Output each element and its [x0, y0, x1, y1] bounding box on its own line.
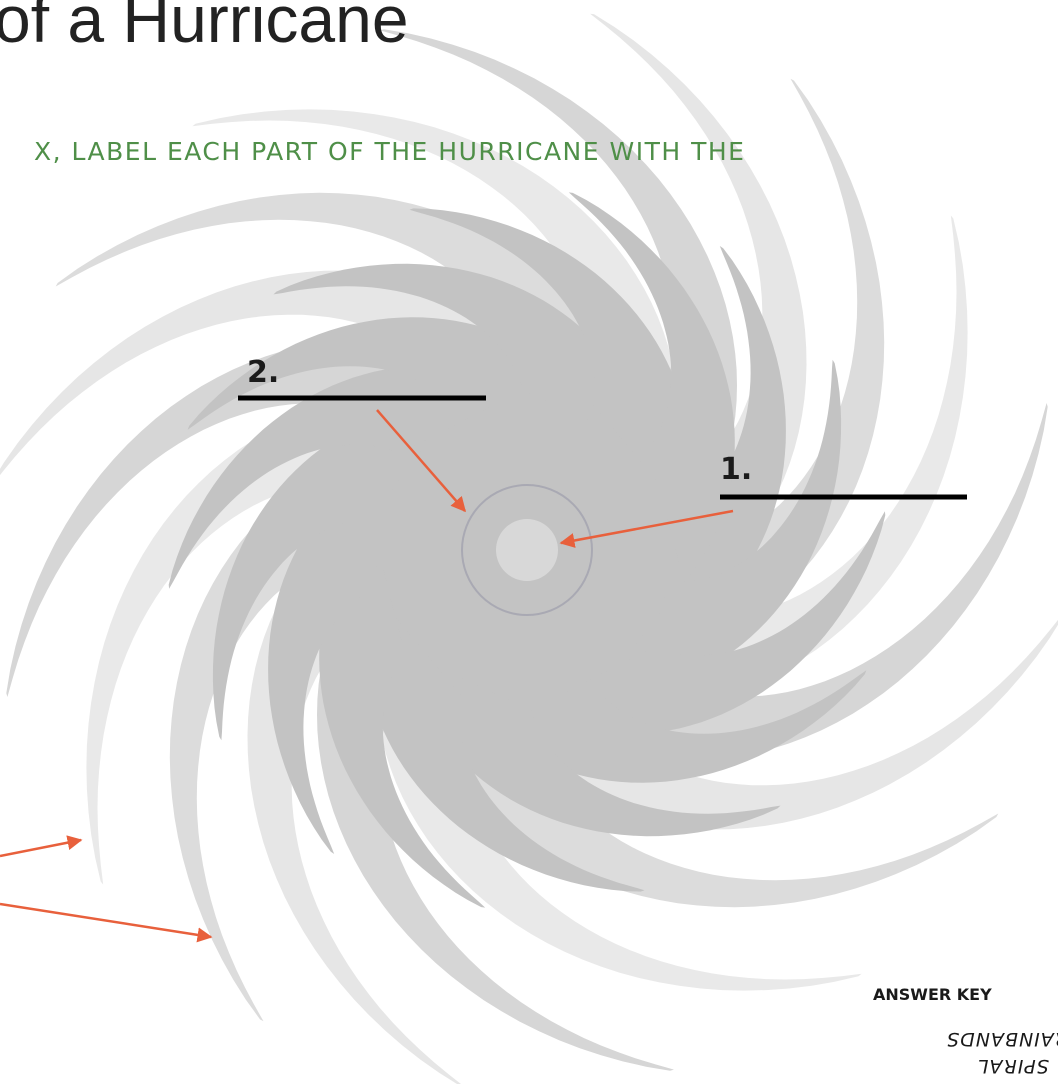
answer-key-line: RAINBANDS	[946, 1028, 1058, 1050]
title: of a Hurricane	[0, 0, 409, 56]
answer-key-line: 3. SPIRAL	[977, 1055, 1058, 1077]
eye	[496, 519, 558, 581]
worksheet: of a Hurricane X, LABEL EACH PART OF THE…	[0, 0, 1058, 1084]
label-number: 2.	[247, 355, 279, 390]
label-number: 1.	[720, 452, 752, 487]
arrow	[0, 840, 81, 856]
instruction: X, LABEL EACH PART OF THE HURRICANE WITH…	[34, 137, 745, 166]
answer-key-heading: ANSWER KEY	[873, 985, 992, 1004]
page: {"header": {"title": "of a Hurricane", "…	[0, 0, 1058, 1084]
arrow	[0, 904, 211, 937]
